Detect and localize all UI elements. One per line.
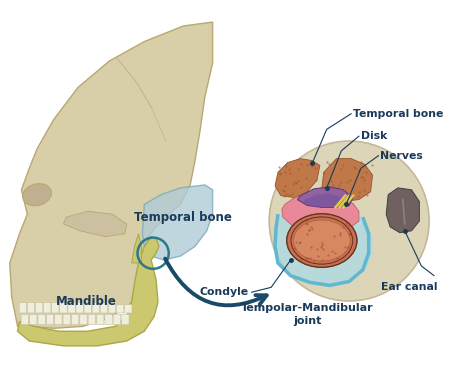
Circle shape [269,141,429,301]
Text: Tempolar-Mandibular
joint: Tempolar-Mandibular joint [241,303,374,326]
FancyBboxPatch shape [88,314,95,325]
FancyArrowPatch shape [165,259,267,306]
Polygon shape [297,187,353,207]
FancyBboxPatch shape [19,303,27,313]
FancyBboxPatch shape [100,303,108,313]
FancyBboxPatch shape [122,314,129,325]
Polygon shape [304,194,347,206]
FancyBboxPatch shape [71,314,79,325]
FancyBboxPatch shape [30,314,37,325]
Text: Nerves: Nerves [381,151,423,161]
FancyBboxPatch shape [116,305,124,313]
FancyBboxPatch shape [55,314,62,325]
Polygon shape [386,188,419,233]
Text: Disk: Disk [361,131,387,141]
FancyBboxPatch shape [63,314,70,325]
Text: Ear canal: Ear canal [382,283,438,292]
FancyBboxPatch shape [68,303,75,313]
FancyBboxPatch shape [27,303,35,313]
Polygon shape [275,159,320,197]
FancyBboxPatch shape [46,314,54,325]
Text: Temporal bone: Temporal bone [353,109,444,119]
FancyBboxPatch shape [84,303,92,313]
Text: Mandible: Mandible [56,296,116,308]
Ellipse shape [294,220,350,261]
FancyBboxPatch shape [108,303,116,313]
Polygon shape [143,185,213,260]
FancyBboxPatch shape [125,305,132,313]
Ellipse shape [23,184,51,206]
Polygon shape [63,211,127,237]
FancyBboxPatch shape [60,303,67,313]
Text: Temporal bone: Temporal bone [134,211,232,224]
FancyBboxPatch shape [21,314,29,325]
FancyBboxPatch shape [44,303,51,313]
Polygon shape [10,22,213,328]
Polygon shape [282,193,359,232]
Polygon shape [322,159,373,201]
Polygon shape [273,204,373,285]
Text: Condyle: Condyle [200,287,249,297]
FancyBboxPatch shape [113,314,121,325]
FancyBboxPatch shape [80,314,87,325]
Ellipse shape [287,214,357,267]
Polygon shape [131,234,141,263]
FancyBboxPatch shape [105,314,113,325]
FancyBboxPatch shape [92,303,100,313]
FancyBboxPatch shape [96,314,104,325]
FancyBboxPatch shape [76,303,83,313]
FancyBboxPatch shape [51,303,59,313]
Polygon shape [18,237,159,346]
FancyBboxPatch shape [35,303,43,313]
FancyBboxPatch shape [38,314,45,325]
